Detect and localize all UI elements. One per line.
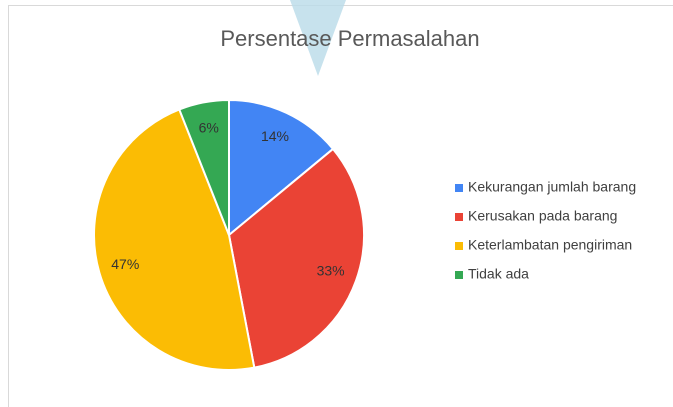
- legend-label: Kekurangan jumlah barang: [468, 179, 636, 195]
- legend-swatch: [455, 242, 463, 250]
- chart-title: Persentase Permasalahan: [220, 26, 479, 51]
- pointer: [290, 0, 346, 76]
- slice-label: 47%: [111, 256, 139, 272]
- pie-slice: [92, 108, 256, 371]
- slice-label: 14%: [261, 128, 289, 144]
- pie-slice: [178, 98, 230, 236]
- slice-label: 33%: [317, 262, 345, 278]
- legend-label: Tidak ada: [468, 266, 529, 282]
- pie-slice: [228, 98, 335, 238]
- legend-label: Keterlambatan pengiriman: [468, 237, 632, 253]
- legend-swatch: [455, 271, 463, 279]
- legend-label: Kerusakan pada barang: [468, 208, 617, 224]
- legend-swatch: [455, 184, 463, 192]
- legend-swatch: [455, 213, 463, 221]
- slice-label: 6%: [199, 120, 219, 136]
- pie-slice: [227, 147, 365, 369]
